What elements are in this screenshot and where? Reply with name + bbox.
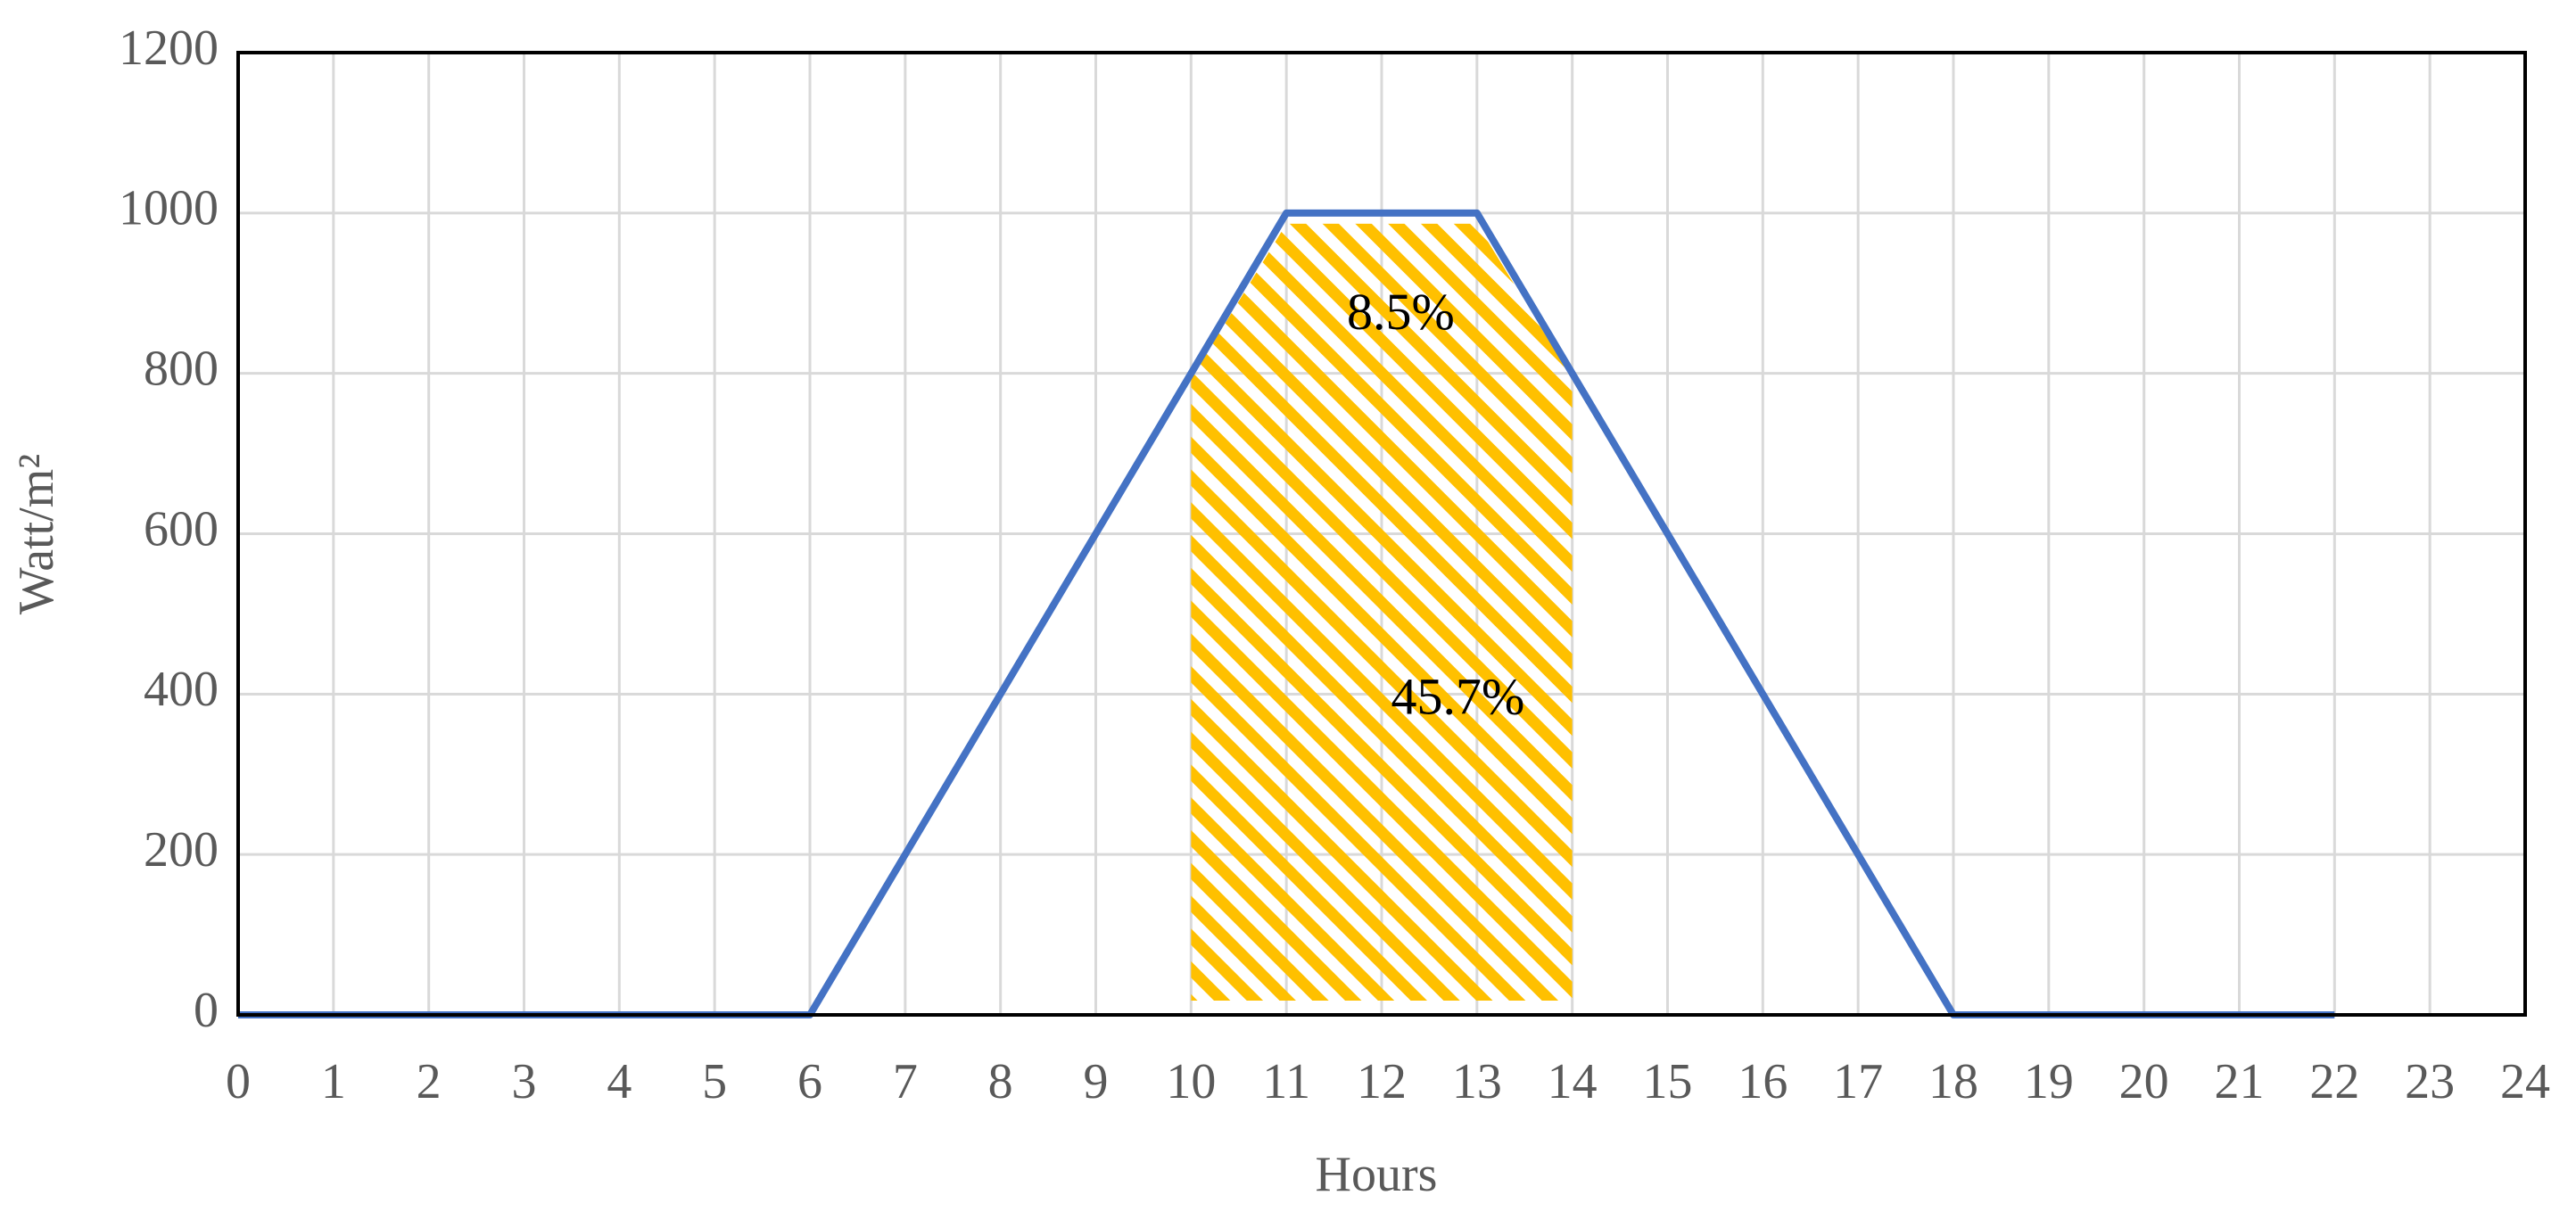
- x-tick-label: 13: [1452, 1054, 1502, 1109]
- y-axis-title: Watt/m²: [9, 454, 64, 614]
- x-axis-title: Hours: [1316, 1147, 1438, 1202]
- x-tick-label: 8: [988, 1054, 1013, 1109]
- x-tick-label: 21: [2215, 1054, 2265, 1109]
- x-tick-label: 5: [702, 1054, 727, 1109]
- x-tick-label: 23: [2405, 1054, 2455, 1109]
- x-tick-label: 14: [1548, 1054, 1598, 1109]
- highlight-region: [1191, 223, 1573, 1002]
- x-tick-label: 4: [607, 1054, 632, 1109]
- x-tick-label: 18: [1928, 1054, 1978, 1109]
- y-tick-label: 1000: [119, 181, 219, 236]
- y-tick-label: 800: [144, 342, 219, 397]
- x-tick-label: 20: [2119, 1054, 2169, 1109]
- x-tick-label: 1: [321, 1054, 346, 1109]
- x-tick-label: 12: [1357, 1054, 1407, 1109]
- annotation: 45.7%: [1391, 668, 1525, 726]
- x-tick-label: 19: [2024, 1054, 2074, 1109]
- data: [238, 209, 2335, 1018]
- x-tick-label: 6: [797, 1054, 822, 1109]
- y-tick-label: 600: [144, 501, 219, 556]
- x-tick-label: 3: [512, 1054, 537, 1109]
- x-tick-label: 17: [1833, 1054, 1883, 1109]
- y-tick-label: 1200: [119, 21, 219, 76]
- x-tick-label: 0: [226, 1054, 251, 1109]
- x-tick-label: 2: [417, 1054, 442, 1109]
- x-tick-label: 16: [1738, 1054, 1788, 1109]
- y-tick-label: 400: [144, 662, 219, 717]
- x-tick-label: 22: [2309, 1054, 2359, 1109]
- plot-border: [236, 51, 2527, 1017]
- x-tick-label: 9: [1084, 1054, 1109, 1109]
- annotation: 8.5%: [1347, 283, 1455, 341]
- x-tick-label: 11: [1262, 1054, 1310, 1109]
- x-tick-label: 7: [893, 1054, 918, 1109]
- x-tick-label: 24: [2500, 1054, 2550, 1109]
- y-tick-label: 200: [144, 822, 219, 878]
- y-tick-label: 0: [194, 983, 219, 1038]
- x-tick-label: 10: [1166, 1054, 1216, 1109]
- x-tick-label: 15: [1643, 1054, 1693, 1109]
